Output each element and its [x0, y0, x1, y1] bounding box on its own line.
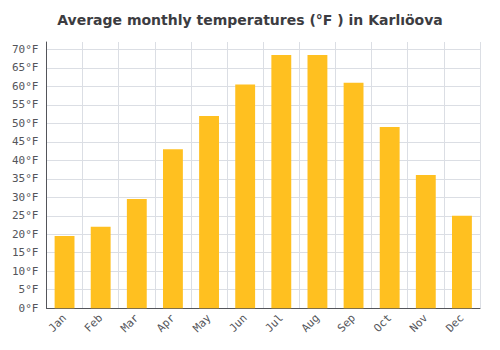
svg-text:70°F: 70°F: [12, 43, 39, 56]
svg-text:25°F: 25°F: [12, 209, 39, 222]
svg-text:Sep: Sep: [335, 312, 358, 335]
svg-text:60°F: 60°F: [12, 80, 39, 93]
svg-text:Dec: Dec: [443, 312, 466, 335]
svg-text:Oct: Oct: [371, 312, 394, 335]
svg-text:Jul: Jul: [263, 312, 286, 335]
svg-text:0°F: 0°F: [19, 302, 39, 315]
svg-text:50°F: 50°F: [12, 117, 39, 130]
svg-text:May: May: [190, 311, 213, 334]
svg-text:Aug: Aug: [299, 312, 322, 335]
svg-text:Jan: Jan: [46, 312, 69, 335]
svg-text:45°F: 45°F: [12, 135, 39, 148]
svg-text:40°F: 40°F: [12, 154, 39, 167]
svg-text:Feb: Feb: [82, 312, 105, 335]
svg-text:20°F: 20°F: [12, 228, 39, 241]
svg-text:55°F: 55°F: [12, 98, 39, 111]
svg-text:Jun: Jun: [227, 312, 250, 335]
svg-text:Apr: Apr: [154, 311, 177, 334]
svg-text:35°F: 35°F: [12, 172, 39, 185]
svg-text:10°F: 10°F: [12, 265, 39, 278]
svg-text:30°F: 30°F: [12, 191, 39, 204]
svg-text:15°F: 15°F: [12, 246, 39, 259]
svg-text:5°F: 5°F: [19, 283, 39, 296]
svg-text:Mar: Mar: [118, 311, 141, 334]
svg-text:65°F: 65°F: [12, 61, 39, 74]
svg-text:Average monthly temperatures (: Average monthly temperatures (°F ) in Ka…: [57, 12, 443, 28]
svg-text:Nov: Nov: [407, 311, 430, 334]
